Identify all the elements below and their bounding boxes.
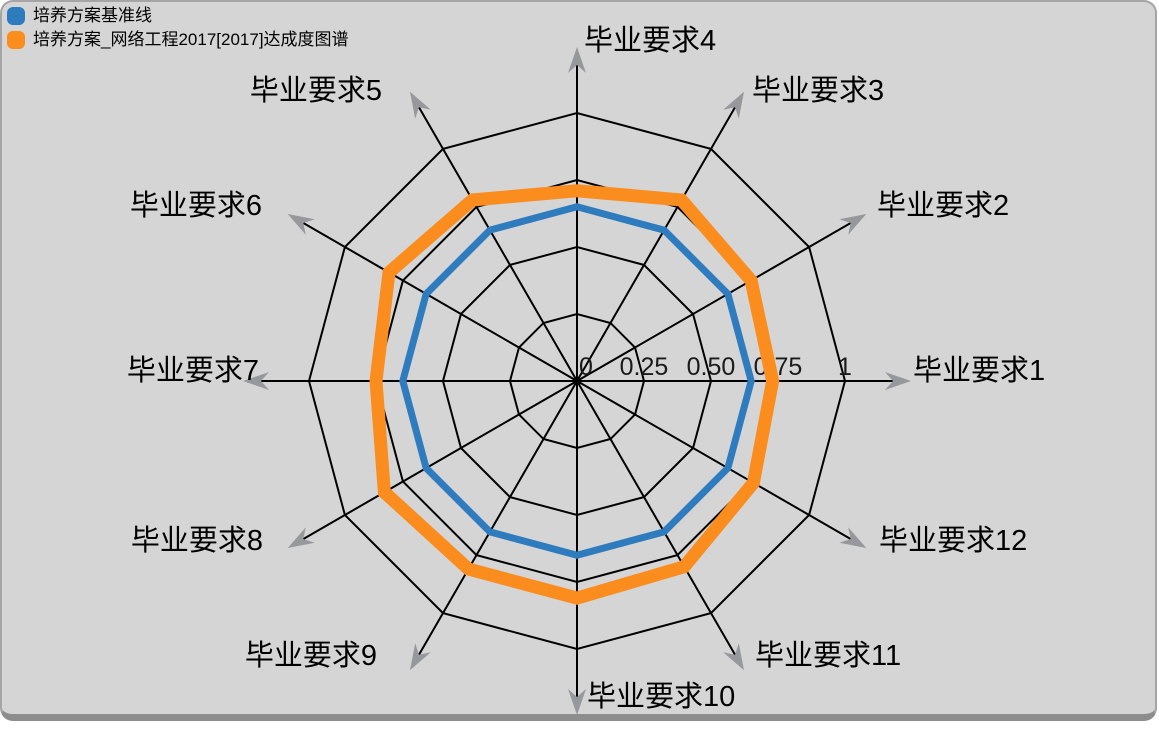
- legend-item-achievement[interactable]: 培养方案_网络工程2017[2017]达成度图谱: [7, 29, 349, 50]
- spoke-line: [417, 380, 578, 657]
- spoke-line: [576, 380, 853, 541]
- axis-arrow-icon: [723, 91, 744, 119]
- axis-label: 毕业要求5: [250, 74, 382, 107]
- spoke-line: [301, 380, 578, 541]
- axis-arrow-icon: [885, 372, 911, 390]
- axis-label: 毕业要求3: [752, 74, 884, 107]
- axis-arrow-icon: [568, 689, 586, 715]
- axis-label: 毕业要求4: [584, 24, 716, 57]
- spoke-line: [576, 380, 737, 657]
- legend-swatch-achievement-icon: [7, 30, 25, 49]
- axis-arrow-icon: [287, 527, 315, 548]
- axis-label: 毕业要求11: [755, 639, 901, 672]
- axis-label: 毕业要求9: [245, 639, 377, 672]
- radial-tick-label: 1: [838, 353, 852, 381]
- axis-label: 毕业要求10: [587, 680, 735, 713]
- axis-arrow-icon: [568, 47, 586, 73]
- axis-label: 毕业要求6: [130, 189, 262, 222]
- axis-arrow-icon: [243, 372, 269, 390]
- radial-tick-label: 0.25: [620, 353, 669, 381]
- axis-label: 毕业要求1: [913, 354, 1045, 387]
- legend-label-baseline: 培养方案基准线: [33, 6, 152, 25]
- axis-arrow-icon: [839, 527, 867, 548]
- spoke-line: [576, 105, 737, 382]
- legend: 培养方案基准线 培养方案_网络工程2017[2017]达成度图谱: [7, 5, 349, 51]
- legend-item-baseline[interactable]: 培养方案基准线: [7, 5, 349, 26]
- axis-arrow-icon: [839, 214, 867, 235]
- series-polygon-baseline: [399, 203, 755, 559]
- legend-swatch-baseline-icon: [7, 6, 25, 25]
- axis-label: 毕业要求2: [877, 189, 1009, 222]
- axis-arrow-icon: [410, 91, 431, 119]
- axis-arrow-icon: [723, 643, 744, 671]
- spoke-line: [301, 221, 578, 382]
- axis-label: 毕业要求8: [131, 524, 263, 557]
- axis-arrow-icon: [410, 643, 431, 671]
- spoke-line: [576, 221, 853, 382]
- axis-label: 毕业要求12: [879, 524, 1027, 557]
- axis-label: 毕业要求7: [127, 354, 259, 387]
- radial-tick-label: 0.50: [687, 353, 736, 381]
- series-polygon-achievement: [369, 184, 780, 605]
- radial-tick-label: 0: [579, 353, 593, 381]
- axis-arrow-icon: [287, 214, 315, 235]
- legend-label-achievement: 培养方案_网络工程2017[2017]达成度图谱: [33, 30, 349, 50]
- spoke-line: [417, 105, 578, 382]
